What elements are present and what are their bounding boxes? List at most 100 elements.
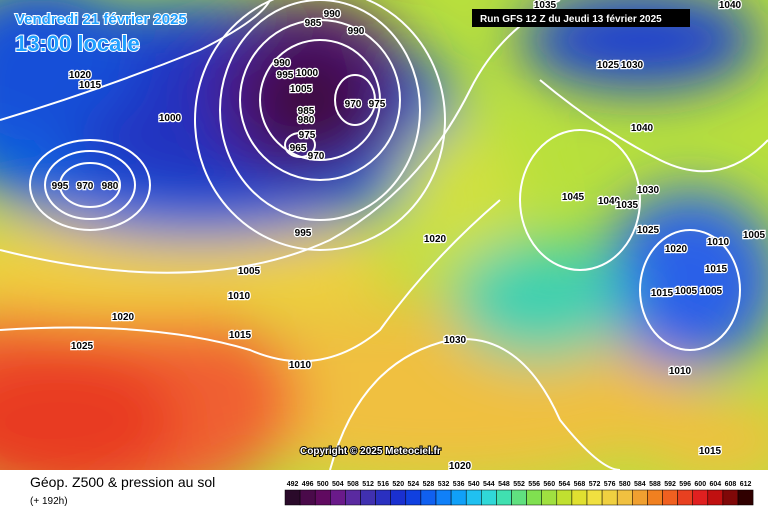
colorbar-swatch (390, 489, 407, 506)
colorbar-swatch (541, 489, 558, 506)
colorbar-swatch (435, 489, 452, 506)
colorbar-label: 596 (679, 481, 691, 488)
colorbar-label: 608 (725, 481, 737, 488)
colorbar-label: 536 (453, 481, 465, 488)
isobar-label: 970 (345, 99, 362, 110)
colorbar-label: 572 (589, 481, 601, 488)
colorbar-label: 516 (377, 481, 389, 488)
isobar-label: 1020 (112, 312, 135, 323)
colorbar-label: 600 (694, 481, 706, 488)
colorbar-swatch (465, 489, 482, 506)
colorbar-label: 556 (528, 481, 540, 488)
colorbar-label: 528 (423, 481, 435, 488)
isobar-label: 970 (308, 151, 325, 162)
isobar-label: 1010 (289, 360, 312, 371)
colorbar-swatch (284, 489, 301, 506)
colorbar-swatch (330, 489, 346, 506)
colorbar-swatch (616, 489, 633, 506)
colorbar-label: 520 (392, 481, 404, 488)
colorbar-swatch (526, 489, 542, 506)
isobar-label: 1000 (159, 113, 182, 124)
isobar-label: 1040 (719, 0, 742, 11)
colorbar-swatch (647, 489, 663, 506)
isobar-label: 990 (324, 9, 341, 20)
colorbar-swatch (299, 489, 316, 506)
colorbar-label: 496 (302, 481, 314, 488)
colorbar-swatch (345, 489, 361, 506)
isobar-label: 990 (348, 26, 365, 37)
colorbar-swatch (692, 489, 709, 506)
isobar-label: 1000 (296, 68, 319, 79)
isobar-label: 1010 (228, 291, 251, 302)
colorbar-label: 588 (649, 481, 661, 488)
copyright: Copyright © 2025 Meteociel.fr (300, 446, 441, 457)
isobar-label: 995 (295, 228, 312, 239)
colorbar-swatch (511, 489, 527, 506)
isobar-label: 970 (77, 181, 94, 192)
colorbar-swatch (360, 489, 376, 506)
colorbar-swatch (496, 489, 512, 506)
colorbar-label: 492 (287, 481, 299, 488)
colorbar-swatch (707, 489, 724, 506)
colorbar-swatch (375, 489, 391, 506)
isobar-label: 1030 (621, 60, 644, 71)
colorbar-swatch (586, 489, 603, 506)
isobar-label: 1005 (290, 84, 313, 95)
isobar-label: 995 (52, 181, 69, 192)
colorbar-label: 612 (740, 481, 752, 488)
colorbar-swatch (722, 489, 739, 506)
isobar-label: 1040 (631, 123, 654, 134)
isobar-label: 1015 (229, 330, 252, 341)
isobar-label: 1025 (637, 225, 660, 236)
run: Run GFS 12 Z du Jeudi 13 février 2025 (480, 14, 662, 25)
isobar-label: 980 (298, 115, 315, 126)
footer-title: Géop. Z500 & pression au sol (30, 474, 215, 490)
colorbar-label: 524 (408, 481, 420, 488)
colorbar-label: 532 (438, 481, 450, 488)
isobars (0, 0, 768, 470)
colorbar-label: 512 (362, 481, 374, 488)
isobar-label: 975 (369, 99, 386, 110)
colorbar-label: 500 (317, 481, 329, 488)
footer-lead: (+ 192h) (30, 496, 68, 507)
colorbar-label: 580 (619, 481, 631, 488)
colorbar-label: 504 (332, 481, 344, 488)
colorbar-label: 604 (710, 481, 722, 488)
colorbar-swatch (601, 489, 618, 506)
colorbar-label: 576 (604, 481, 616, 488)
isobar-label: 1005 (743, 230, 766, 241)
isobar-label: 1025 (597, 60, 620, 71)
colorbar-swatch (405, 489, 422, 506)
isobar-label: 1035 (616, 200, 639, 211)
isobar-label: 1030 (444, 335, 467, 346)
colorbar-label: 552 (513, 481, 525, 488)
isobar-label: 1025 (71, 341, 94, 352)
isobar-label: 985 (305, 18, 322, 29)
isobar-label: 980 (102, 181, 119, 192)
colorbar-swatch (677, 489, 693, 506)
isobar-label: 1005 (700, 286, 723, 297)
colorbar-swatch (450, 489, 467, 506)
colorbar-swatch (662, 489, 678, 506)
isobar-label: 1020 (69, 70, 92, 81)
time: 13:00 locale (15, 31, 140, 56)
isobar-label: 1030 (637, 185, 660, 196)
date: Vendredi 21 février 2025 (15, 11, 187, 28)
isobar-label: 1005 (238, 266, 261, 277)
colorbar-swatch (314, 489, 331, 506)
isobar-label: 1015 (699, 446, 722, 457)
isobar-label: 990 (274, 58, 291, 69)
isobar-label: 1010 (707, 237, 730, 248)
isobar-label: 1015 (651, 288, 674, 299)
isobar-label: 985 (298, 106, 315, 117)
colorbar-swatch (571, 489, 588, 506)
colorbar-swatch (737, 489, 754, 506)
isobar-label: 995 (277, 70, 294, 81)
isobar-label: 1040 (598, 196, 621, 207)
isobar-label: 1020 (449, 461, 472, 472)
isobar-label: 1015 (79, 80, 102, 91)
colorbar: 492 496 500 504 508 512 516 520 524 528 532 536 540 5… (284, 481, 754, 506)
colorbar-label: 544 (483, 481, 495, 488)
